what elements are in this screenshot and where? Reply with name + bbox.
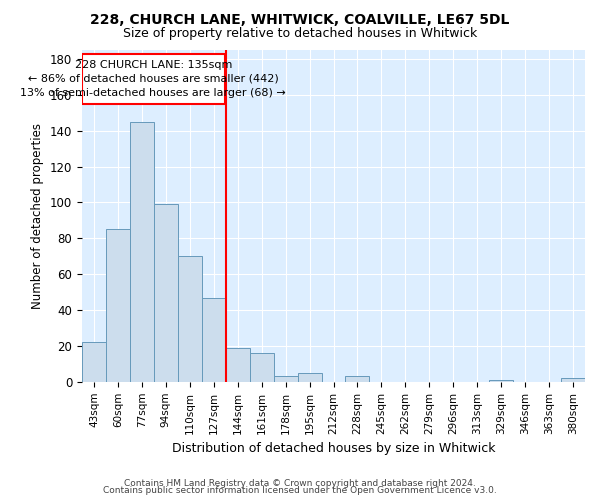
Text: 228, CHURCH LANE, WHITWICK, COALVILLE, LE67 5DL: 228, CHURCH LANE, WHITWICK, COALVILLE, L…	[91, 12, 509, 26]
X-axis label: Distribution of detached houses by size in Whitwick: Distribution of detached houses by size …	[172, 442, 495, 455]
Bar	[561, 378, 585, 382]
Bar	[130, 122, 154, 382]
Bar	[274, 376, 298, 382]
Bar	[82, 342, 106, 382]
Bar	[178, 256, 202, 382]
Text: 228 CHURCH LANE: 135sqm
← 86% of detached houses are smaller (442)
13% of semi-d: 228 CHURCH LANE: 135sqm ← 86% of detache…	[20, 60, 286, 98]
FancyBboxPatch shape	[82, 54, 224, 104]
Bar	[226, 348, 250, 382]
Text: Contains HM Land Registry data © Crown copyright and database right 2024.: Contains HM Land Registry data © Crown c…	[124, 478, 476, 488]
Bar	[154, 204, 178, 382]
Bar	[346, 376, 370, 382]
Y-axis label: Number of detached properties: Number of detached properties	[31, 123, 44, 309]
Bar	[106, 230, 130, 382]
Bar	[202, 298, 226, 382]
Bar	[250, 353, 274, 382]
Text: Size of property relative to detached houses in Whitwick: Size of property relative to detached ho…	[123, 28, 477, 40]
Bar	[489, 380, 513, 382]
Text: Contains public sector information licensed under the Open Government Licence v3: Contains public sector information licen…	[103, 486, 497, 495]
Bar	[298, 373, 322, 382]
